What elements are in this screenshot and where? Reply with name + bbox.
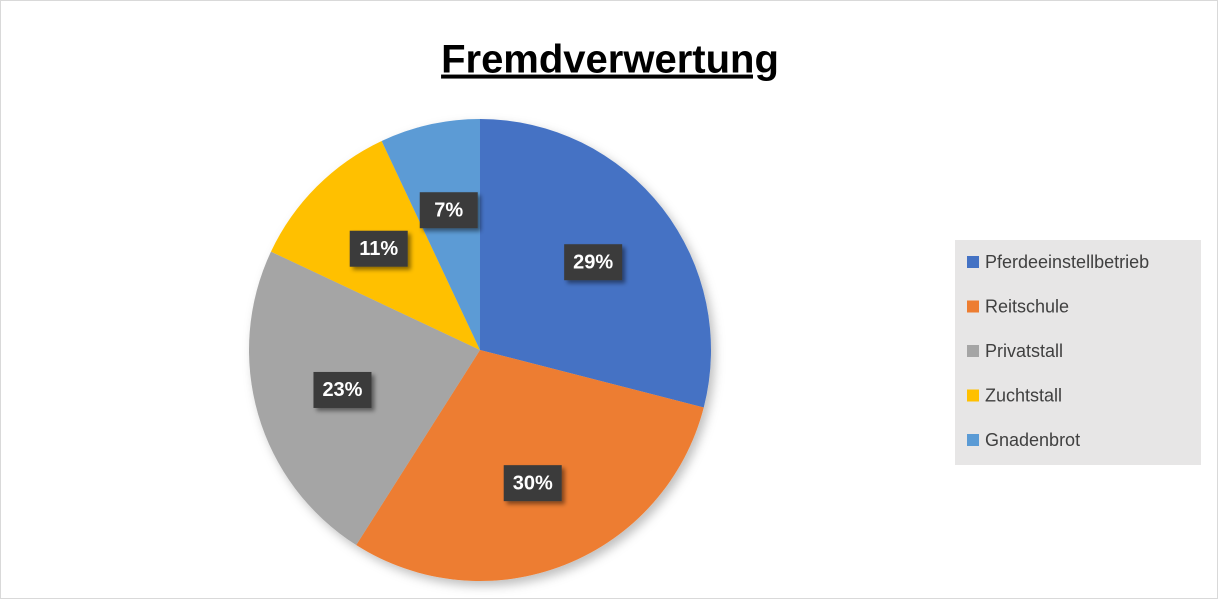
data-label-box (313, 371, 372, 408)
data-label: 30% (513, 472, 553, 494)
legend-swatch (967, 300, 979, 313)
legend-label: Pferdeeinstellbetrieb (985, 252, 1149, 272)
legend-swatch (967, 389, 979, 402)
legend-label: Reitschule (985, 296, 1069, 316)
chart-title: Fremdverwertung (441, 38, 779, 82)
data-label: 11% (359, 238, 398, 260)
data-label-box (419, 192, 478, 229)
pie (249, 119, 712, 582)
data-label-box (503, 465, 562, 502)
data-label-box (349, 230, 408, 267)
legend-box (955, 240, 1201, 465)
data-label: 29% (573, 252, 613, 274)
legend-swatch (967, 434, 979, 446)
pie-slice (381, 119, 480, 350)
legend-swatch (967, 345, 979, 357)
legend-label: Privatstall (985, 341, 1063, 361)
legend-label: Gnadenbrot (985, 430, 1080, 450)
data-label: 23% (322, 379, 362, 401)
data-label: 7% (434, 200, 463, 222)
legend-swatch (967, 256, 979, 268)
data-label-box (564, 244, 623, 281)
legend-label: Zuchtstall (985, 385, 1062, 405)
